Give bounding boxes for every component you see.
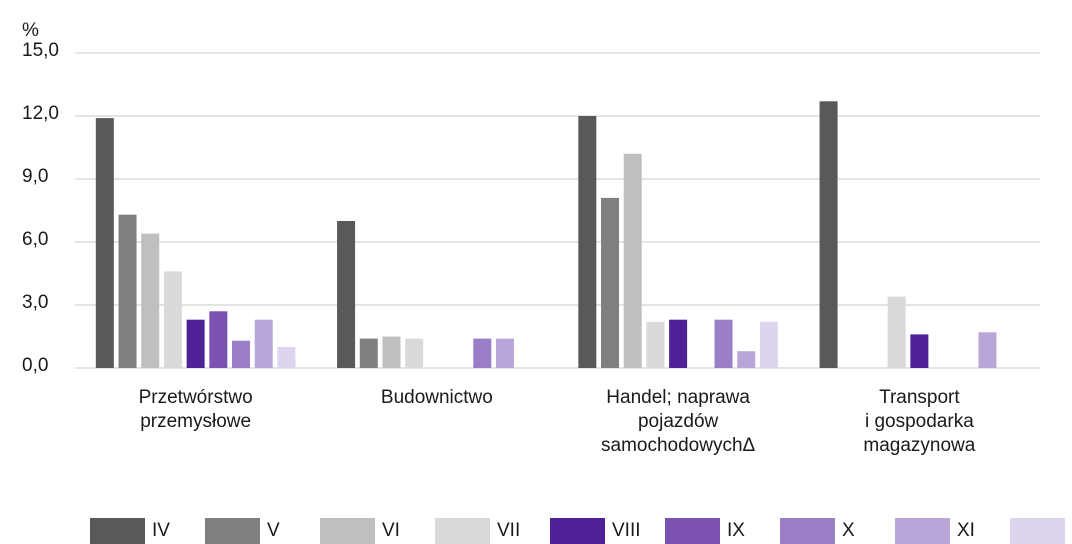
legend-swatch <box>435 518 490 544</box>
x-tick-label-line: Transport <box>879 387 960 408</box>
bar <box>714 319 733 368</box>
bar <box>646 321 665 368</box>
bar <box>337 221 356 368</box>
bar <box>978 332 997 368</box>
legend-label: V <box>267 520 280 541</box>
y-tick-label: 9,0 <box>22 166 48 187</box>
bar <box>232 340 251 368</box>
x-tick-label-line: pojazdów <box>638 411 719 432</box>
legend-swatch <box>665 518 720 544</box>
bar <box>601 197 620 368</box>
legend-swatch <box>320 518 375 544</box>
legend-swatch <box>205 518 260 544</box>
bar <box>910 334 929 368</box>
y-tick-label: 15,0 <box>22 40 59 61</box>
legend-swatch <box>550 518 605 544</box>
bar <box>141 233 160 368</box>
bar <box>737 351 756 368</box>
legend-label: XI <box>957 520 975 541</box>
legend-swatch <box>780 518 835 544</box>
bar <box>382 336 401 368</box>
bar <box>819 101 838 369</box>
bar <box>254 319 273 368</box>
legend-label: VI <box>382 520 400 541</box>
bar <box>118 214 137 368</box>
legend-swatch <box>90 518 145 544</box>
x-tick-label: Handel; naprawa pojazdów samochodowychΔ <box>601 387 756 456</box>
x-tick-label-line: Handel; naprawa <box>606 387 750 408</box>
legend-label: VII <box>497 520 520 541</box>
legend-swatch <box>1010 518 1065 544</box>
legend-label: IV <box>152 520 170 541</box>
x-tick-label: Przetwórstwo przemysłowe <box>139 387 253 432</box>
bar <box>163 271 182 368</box>
y-tick-label: 6,0 <box>22 229 48 250</box>
legend-label: X <box>842 520 855 541</box>
x-tick-label-line: Przetwórstwo <box>139 387 253 408</box>
x-tick-label-line: Budownictwo <box>381 387 493 408</box>
y-tick-label: 0,0 <box>22 355 48 376</box>
bar <box>186 319 205 368</box>
y-tick-label: 12,0 <box>22 103 59 124</box>
legend-swatch <box>895 518 950 544</box>
x-tick-label: Budownictwo <box>381 387 493 408</box>
legend-label: VIII <box>612 520 641 541</box>
bar <box>95 118 114 368</box>
y-tick-label: 3,0 <box>22 292 48 313</box>
x-tick-label-line: i gospodarka <box>865 411 974 432</box>
x-tick-label-line: samochodowychΔ <box>601 435 756 456</box>
bar <box>669 319 688 368</box>
bar <box>578 116 597 368</box>
legend-label: IX <box>727 520 745 541</box>
x-tick-label-line: magazynowa <box>863 435 975 456</box>
bar <box>495 338 514 368</box>
y-unit: % <box>22 20 39 41</box>
bar <box>473 338 492 368</box>
x-tick-label-line: przemysłowe <box>140 411 251 432</box>
bar <box>277 347 296 368</box>
bar <box>209 311 228 368</box>
bar <box>759 321 778 368</box>
x-tick-label: Transport i gospodarka magazynowa <box>863 387 975 456</box>
bar <box>887 296 906 368</box>
bar <box>405 338 424 368</box>
bar <box>359 338 378 368</box>
bar <box>623 153 642 368</box>
